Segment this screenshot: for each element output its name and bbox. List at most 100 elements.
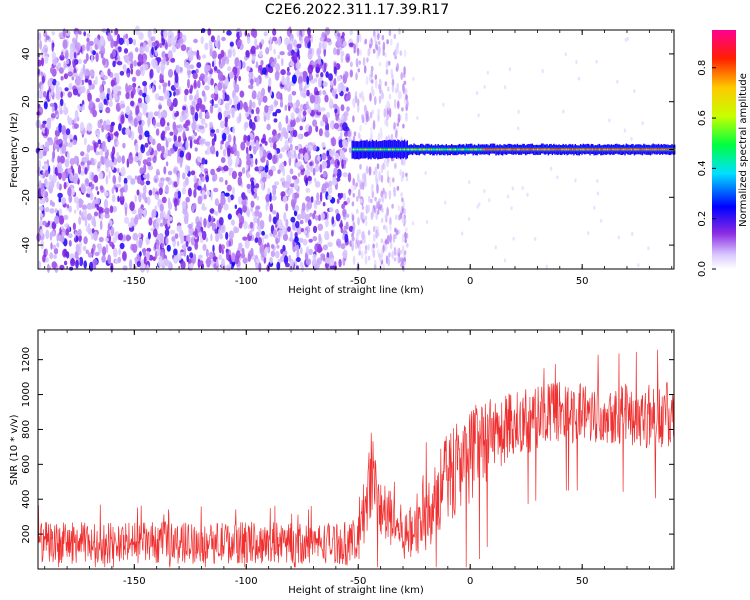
heatmap-cell [299, 125, 303, 131]
heatmap-cell [44, 127, 48, 137]
heatmap-cell [282, 233, 289, 241]
heatmap-cell [61, 228, 66, 233]
heatmap-cell [277, 37, 282, 46]
heatmap-cell [297, 172, 301, 177]
heatmap-cell [204, 159, 208, 165]
heatmap-cell [107, 87, 111, 95]
heatmap-cell [309, 161, 313, 167]
heatmap-cell [498, 148, 500, 151]
heatmap-cell [234, 83, 240, 93]
heatmap-cell [279, 101, 284, 108]
heatmap-cell [364, 220, 368, 227]
heatmap-cell [186, 254, 189, 263]
heatmap-cell [614, 148, 617, 151]
heatmap-cell [303, 230, 308, 235]
heatmap-cell [585, 148, 587, 151]
heatmap-cell [136, 253, 140, 261]
heatmap-cell [305, 177, 308, 187]
heatmap-cell [352, 102, 356, 109]
heatmap-cell [215, 128, 220, 134]
heatmap-cell [134, 47, 139, 53]
heatmap-cell [50, 242, 53, 250]
heatmap-cell [198, 254, 203, 259]
heatmap-cell [110, 226, 115, 237]
heatmap-cell [527, 148, 529, 151]
heatmap-cell [404, 231, 407, 239]
heatmap-cell [54, 166, 58, 177]
heatmap-cell [56, 126, 59, 131]
heatmap-cell [149, 68, 154, 79]
heatmap-cell [494, 245, 497, 250]
heatmap-cell [97, 139, 102, 145]
heatmap-cell [357, 173, 360, 183]
heatmap-cell [371, 207, 375, 218]
heatmap-cell [313, 210, 317, 215]
heatmap-cell [153, 111, 159, 117]
heatmap-cell [63, 214, 69, 220]
y-tick-label: 20 [21, 95, 32, 108]
heatmap-cell [312, 253, 317, 261]
heatmap-cell [51, 221, 57, 230]
heatmap-cell [179, 158, 183, 168]
heatmap-cell [242, 257, 248, 264]
heatmap-cell [342, 249, 348, 259]
heatmap-cell [260, 39, 265, 45]
heatmap-cell [234, 204, 237, 210]
heatmap-cell [195, 68, 199, 74]
heatmap-cell [316, 192, 320, 202]
heatmap-cell [378, 61, 382, 67]
heatmap-cell [343, 192, 346, 201]
heatmap-cell [155, 50, 158, 57]
heatmap-cell [183, 247, 187, 257]
heatmap-cell [272, 187, 277, 196]
heatmap-cell [136, 175, 143, 185]
heatmap-cell [210, 168, 216, 176]
heatmap-cell [190, 84, 194, 92]
heatmap-cell [125, 33, 129, 39]
heatmap-cell [227, 49, 232, 58]
heatmap-cell [243, 220, 248, 230]
heatmap-cell [362, 148, 364, 151]
heatmap-cell [107, 68, 111, 77]
heatmap-cell [248, 84, 254, 90]
heatmap-cell [398, 214, 401, 221]
heatmap-cell [587, 231, 590, 236]
heatmap-cell [307, 175, 312, 182]
heatmap-cell [52, 244, 57, 250]
heatmap-cell [93, 174, 99, 183]
heatmap-cell [271, 195, 277, 201]
heatmap-cell [58, 197, 62, 203]
heatmap-cell [315, 66, 321, 74]
heatmap-cell [288, 93, 293, 104]
heatmap-cell [250, 247, 254, 257]
heatmap-cell [370, 131, 373, 141]
heatmap-cell [224, 102, 230, 111]
heatmap-cell [334, 152, 340, 161]
heatmap-cell [152, 256, 156, 262]
heatmap-cell [570, 148, 572, 151]
heatmap-cell [182, 201, 187, 210]
heatmap-cell [220, 157, 226, 164]
heatmap-cell [174, 43, 181, 48]
heatmap-cell [380, 190, 384, 198]
heatmap-cell [69, 51, 73, 60]
heatmap-cell [522, 148, 524, 151]
heatmap-cell [73, 117, 77, 124]
heatmap-cell [95, 52, 99, 62]
heatmap-cell [596, 191, 600, 196]
heatmap-cell [315, 73, 319, 78]
heatmap-cell [75, 32, 78, 41]
heatmap-cell [500, 148, 503, 151]
heatmap-cell [648, 148, 650, 151]
heatmap-cell [305, 196, 311, 202]
heatmap-cell [119, 70, 125, 76]
heatmap-cell [441, 148, 443, 151]
heatmap-cell [508, 148, 511, 151]
heatmap-cell [326, 150, 330, 157]
heatmap-cell [86, 32, 91, 38]
heatmap-cell [344, 71, 349, 79]
heatmap-cell [67, 142, 73, 148]
heatmap-cell [219, 63, 224, 69]
heatmap-cell [317, 214, 322, 222]
heatmap-cell [142, 174, 149, 179]
